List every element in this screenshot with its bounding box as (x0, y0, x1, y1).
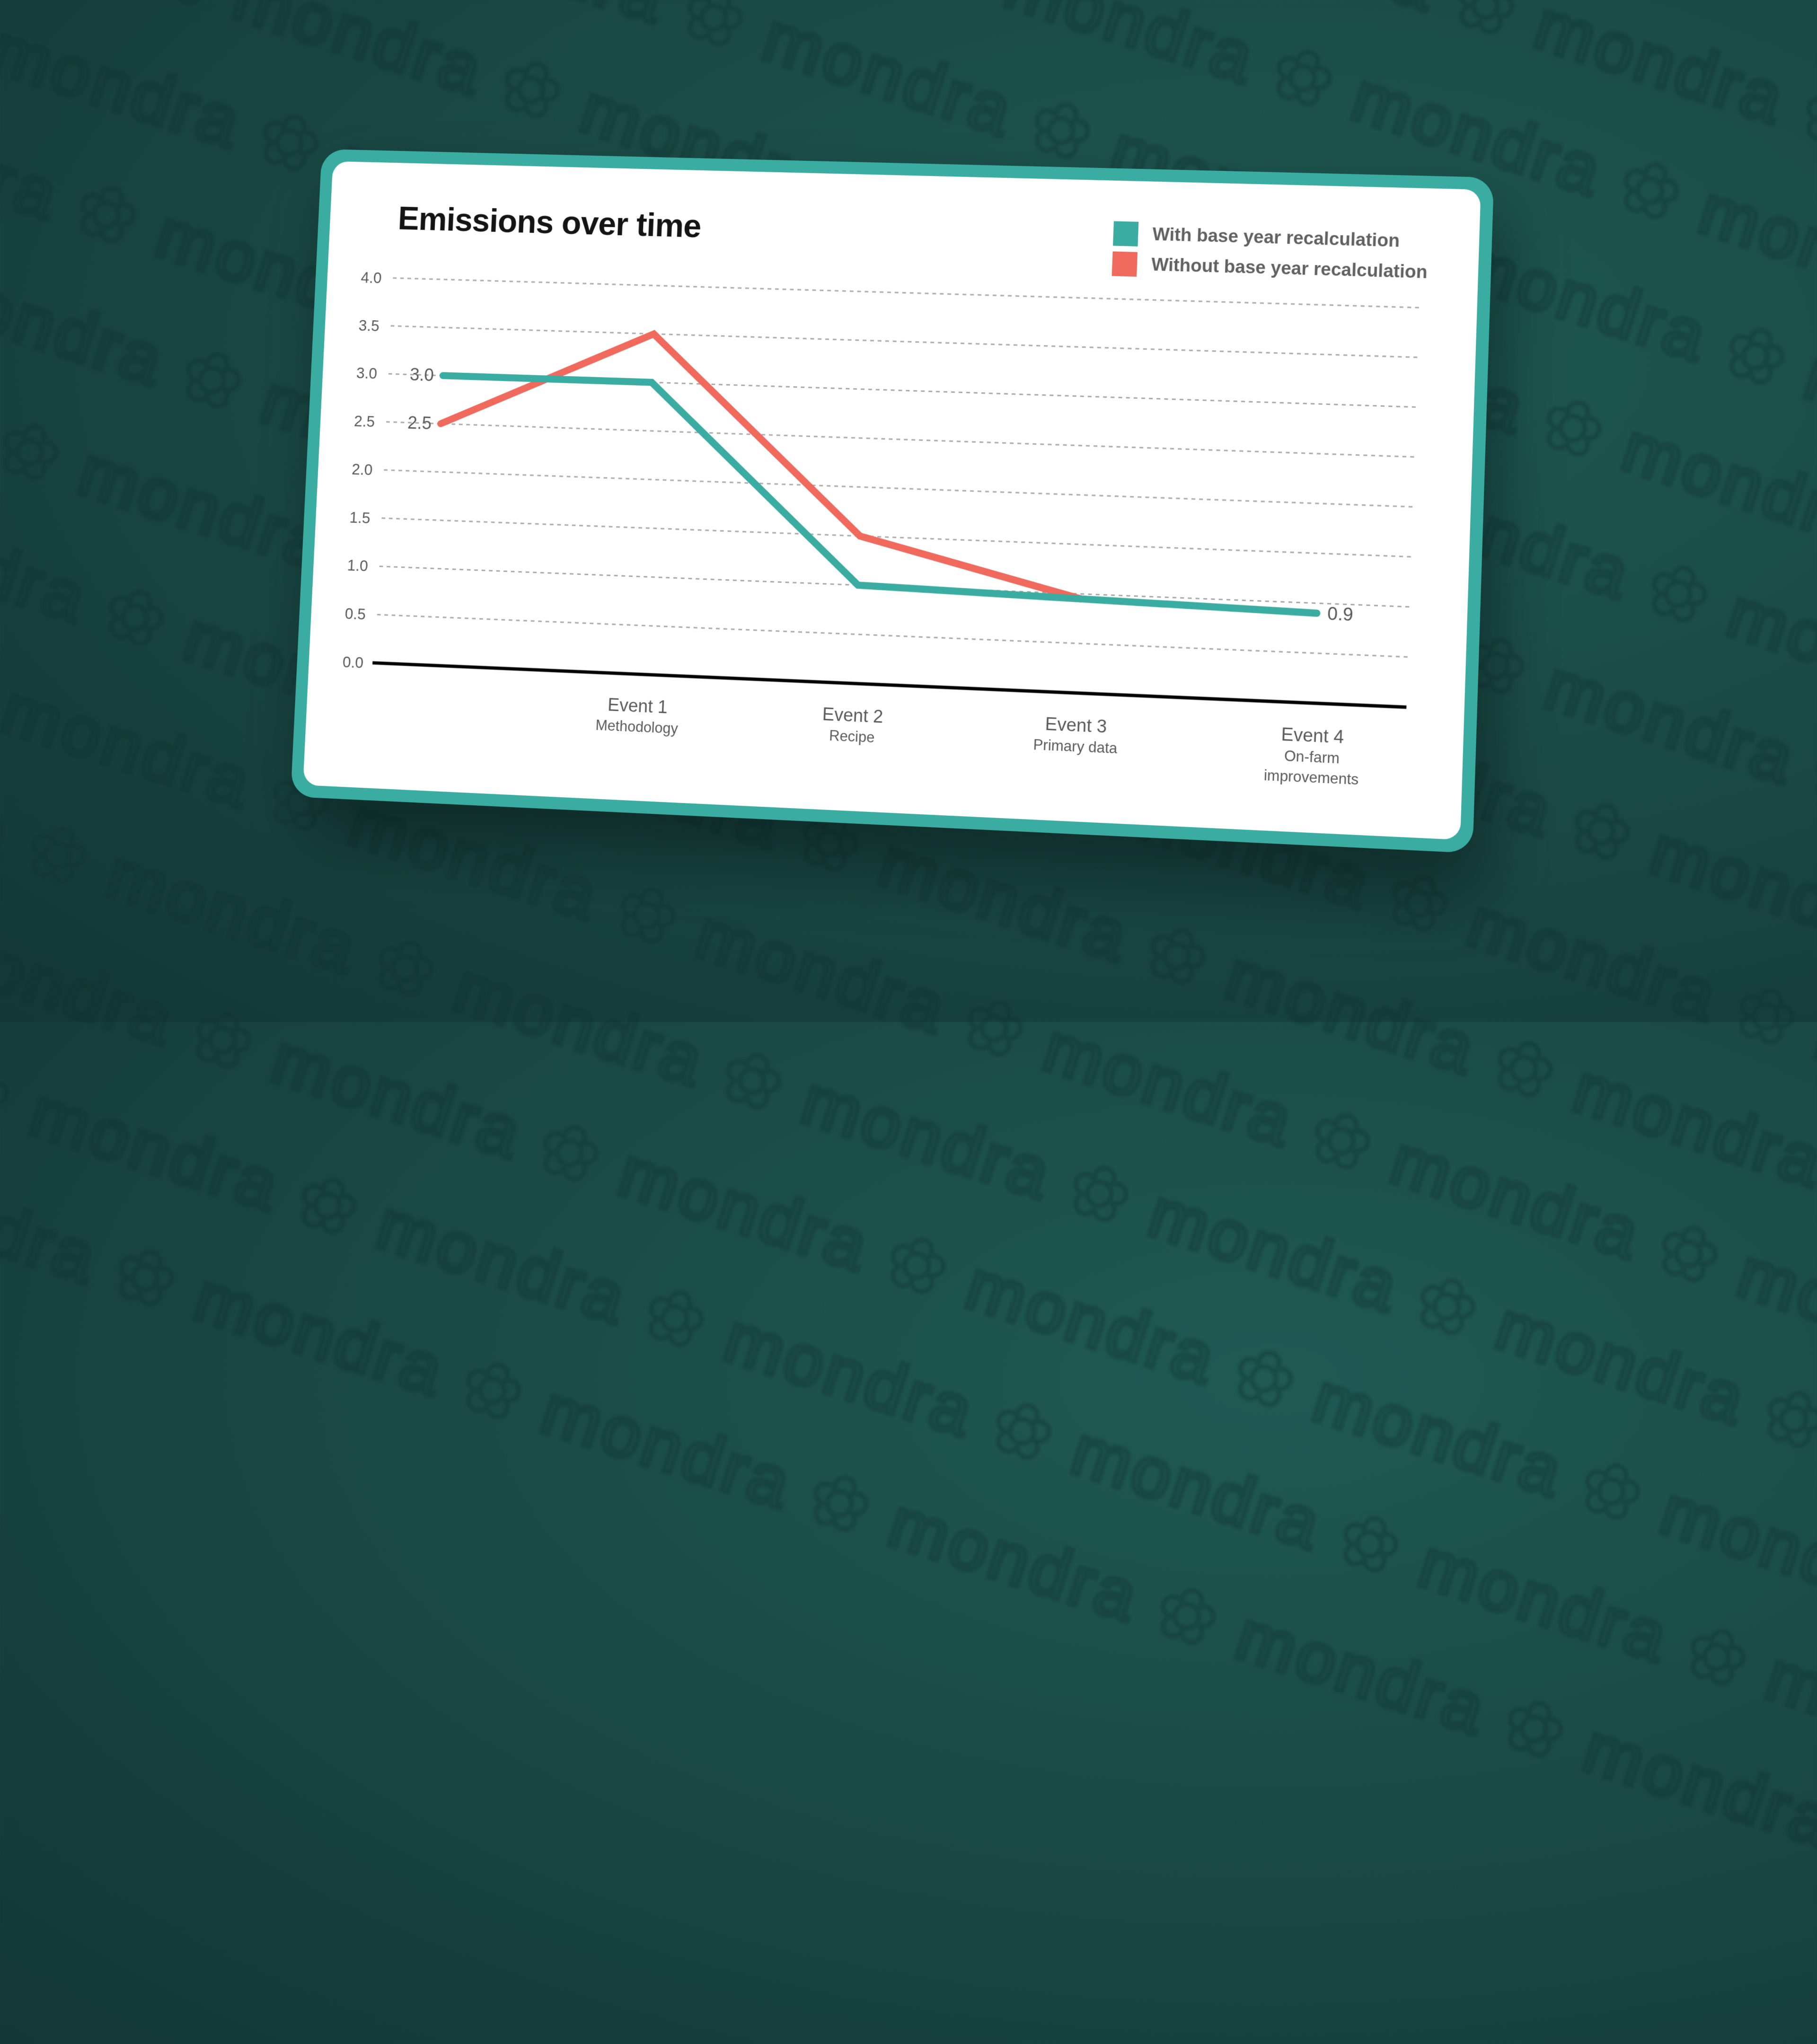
gridline (384, 470, 1413, 507)
gridline (382, 518, 1411, 557)
data-label-red-start: 2.5 (407, 413, 432, 433)
card-body: Emissions over time With base year recal… (303, 161, 1481, 840)
data-label-teal-end: 0.9 (1327, 604, 1354, 625)
stage: Emissions over time With base year recal… (291, 149, 1508, 898)
data-label-teal-start: 3.0 (409, 365, 434, 386)
x-event-sublabel: improvements (1263, 766, 1359, 788)
y-tick-label: 0.0 (342, 653, 364, 671)
with-recalc-line (433, 376, 1323, 613)
y-tick-label: 1.0 (347, 556, 369, 574)
y-tick-label: 3.5 (358, 317, 380, 335)
x-event-label: Event 2 (822, 705, 883, 727)
watermark-row: ✿ mondra ✿ mondra ✿ mondra ✿ mondra ✿ mo… (0, 1002, 1817, 2044)
y-tick-label: 0.5 (344, 605, 366, 623)
gridline (393, 278, 1419, 308)
chart-card: Emissions over time With base year recal… (291, 149, 1508, 898)
watermark-row: ✿ mondra ✿ mondra ✿ mondra ✿ mondra ✿ mo… (0, 930, 1817, 2044)
x-event-label: Event 3 (1045, 714, 1107, 737)
y-tick-label: 1.5 (349, 509, 371, 527)
gridline (377, 615, 1408, 657)
gridline (391, 326, 1418, 358)
y-tick-label: 2.5 (353, 413, 375, 431)
x-event-label: Event 1 (607, 695, 668, 717)
gridline (386, 422, 1414, 457)
without-recalc-line (434, 327, 1090, 599)
y-tick-label: 3.0 (356, 364, 378, 382)
x-event-sublabel: On-farm (1284, 747, 1340, 766)
x-event-sublabel: Methodology (595, 717, 679, 737)
y-tick-label: 4.0 (361, 269, 382, 286)
x-axis-line (372, 663, 1406, 707)
y-tick-label: 2.0 (352, 460, 373, 478)
x-event-sublabel: Primary data (1033, 736, 1118, 757)
x-event-label: Event 4 (1281, 724, 1344, 748)
line-chart-plot: 4.0 3.5 3.0 2.5 2.0 1.5 1.0 0.5 0.0 3.0 2.5 0.9 Even… (342, 269, 1481, 788)
x-event-sublabel: Recipe (829, 727, 875, 746)
